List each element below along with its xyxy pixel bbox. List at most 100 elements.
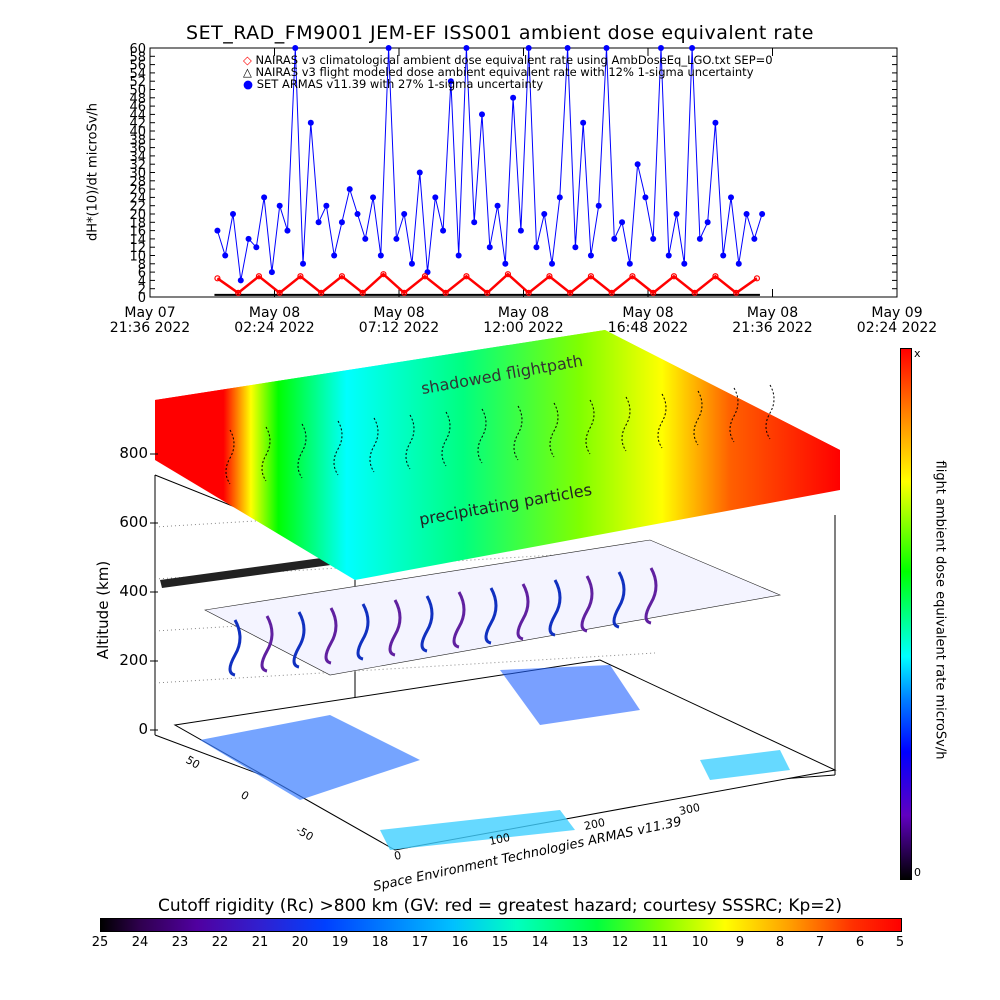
- armas-point: [401, 211, 408, 217]
- orbit-track: [548, 579, 562, 637]
- armas-point: [284, 227, 291, 234]
- armas-point: [525, 45, 532, 51]
- slab-track: [513, 405, 523, 461]
- armas-point: [541, 211, 548, 217]
- armas-point: [494, 202, 501, 209]
- cutoff-rigidity-tick-label: 5: [895, 935, 905, 950]
- armas-point: [315, 219, 322, 226]
- armas-point: [556, 194, 563, 201]
- nairas-point: [297, 273, 304, 280]
- cutoff-rigidity-tick-label: 12: [611, 935, 629, 950]
- armas-point: [331, 252, 338, 259]
- lat-tick-label: 50: [184, 753, 203, 771]
- nairas-point: [608, 289, 615, 296]
- x-tick-time: 02:24 2022: [234, 320, 315, 336]
- armas-point: [245, 235, 252, 242]
- nairas-point: [733, 289, 740, 296]
- nairas-line: [216, 272, 758, 295]
- y-tick-label: 40: [129, 125, 146, 140]
- nairas-series: [214, 271, 761, 296]
- cutoff-rigidity-colorbar: [100, 918, 902, 932]
- y-tick-label: 58: [129, 50, 146, 65]
- legend-marker-nairas: ◇: [243, 53, 252, 67]
- continent-shape: [700, 750, 790, 780]
- cutoff-rigidity-tick-label: 22: [211, 935, 229, 950]
- y-tick-label: 8: [138, 258, 146, 273]
- orbit-track: [580, 575, 594, 633]
- armas-point: [502, 260, 509, 267]
- armas-point: [276, 202, 283, 209]
- nairas-point: [587, 273, 595, 280]
- nairas-point: [421, 273, 429, 280]
- x-tick-time: 02:24 2022: [856, 320, 938, 336]
- cutoff-rigidity-title: Cutoff rigidity (Rc) >800 km (GV: red = …: [158, 896, 842, 916]
- slab-track: [405, 414, 415, 470]
- nairas-point: [650, 289, 657, 296]
- legend-marker-armas: ●: [243, 77, 254, 91]
- nairas-point: [338, 273, 346, 280]
- armas-point: [580, 119, 587, 126]
- y-tick-label: 22: [129, 200, 146, 215]
- ground-plane: [173, 659, 837, 851]
- slab-track: [585, 399, 595, 455]
- continent-shape: [500, 665, 640, 725]
- y-tick-label: 4: [138, 274, 146, 289]
- cutoff-rigidity-tick-label: 9: [735, 935, 745, 950]
- y-tick-label: 56: [129, 59, 146, 74]
- x-tick-date: May 08: [248, 305, 301, 321]
- orbit-track: [324, 607, 338, 665]
- armas-point: [572, 244, 579, 251]
- armas-point: [704, 219, 711, 226]
- y-tick-label: 60: [129, 42, 146, 57]
- cutoff-rigidity-tick-label: 19: [331, 935, 349, 950]
- armas-point: [214, 227, 221, 234]
- dose-rate-chart: 0246810121416182022242628303234363840424…: [129, 42, 898, 306]
- armas-point: [362, 235, 369, 242]
- cutoff-rigidity-tick-label: 17: [411, 935, 429, 950]
- y-tick-label: 18: [129, 216, 146, 231]
- slab-track: [441, 411, 451, 467]
- x-tick-date: May 08: [497, 305, 550, 321]
- nairas-point: [567, 289, 574, 296]
- y-tick-label: 32: [129, 158, 146, 173]
- y-tick-label: 0: [138, 291, 146, 306]
- y-tick-label: 34: [129, 150, 146, 165]
- armas-point: [587, 252, 594, 259]
- y-tick-label: 2: [138, 283, 146, 298]
- lon-tick-label: 300: [678, 801, 701, 818]
- slab-track: [621, 396, 631, 452]
- nairas-point: [753, 275, 761, 282]
- slab-track: [729, 387, 739, 443]
- armas-point: [354, 211, 361, 217]
- y-tick-label: 28: [129, 175, 146, 190]
- y-tick-label: 26: [129, 183, 146, 198]
- x-tick-label: May 07 21:36 2022: [110, 306, 190, 336]
- nairas-point: [463, 273, 470, 280]
- armas-series: [214, 45, 766, 284]
- continent-shape: [380, 810, 575, 850]
- nairas-point: [235, 289, 242, 296]
- x-tick-label: May 08 12:00 2022: [483, 306, 563, 336]
- cutoff-rigidity-tick-label: 15: [491, 935, 509, 950]
- slab-track: [549, 402, 559, 458]
- cutoff-rigidity-tick-label: 6: [855, 935, 865, 950]
- y-tick-label: 36: [129, 142, 146, 157]
- slab-track: [369, 417, 379, 473]
- y-tick-label: 24: [129, 191, 146, 206]
- armas-point: [447, 78, 454, 85]
- armas-point: [393, 235, 400, 242]
- armas-point: [300, 260, 307, 267]
- x-tick-date: May 09: [871, 305, 923, 321]
- y-tick-label: 14: [129, 233, 146, 248]
- armas-point: [642, 194, 649, 201]
- y-tick-label: 44: [129, 108, 146, 123]
- armas-point: [634, 161, 641, 168]
- x-tick-time: 16:48 2022: [607, 320, 689, 336]
- armas-point: [720, 252, 727, 259]
- orbit-track: [484, 587, 498, 645]
- dose-colorbar: [900, 348, 912, 880]
- x-tick-date: May 08: [622, 305, 674, 321]
- cutoff-rigidity-tick-label: 8: [775, 935, 785, 950]
- slab-track: [225, 429, 235, 485]
- armas-point: [689, 45, 696, 51]
